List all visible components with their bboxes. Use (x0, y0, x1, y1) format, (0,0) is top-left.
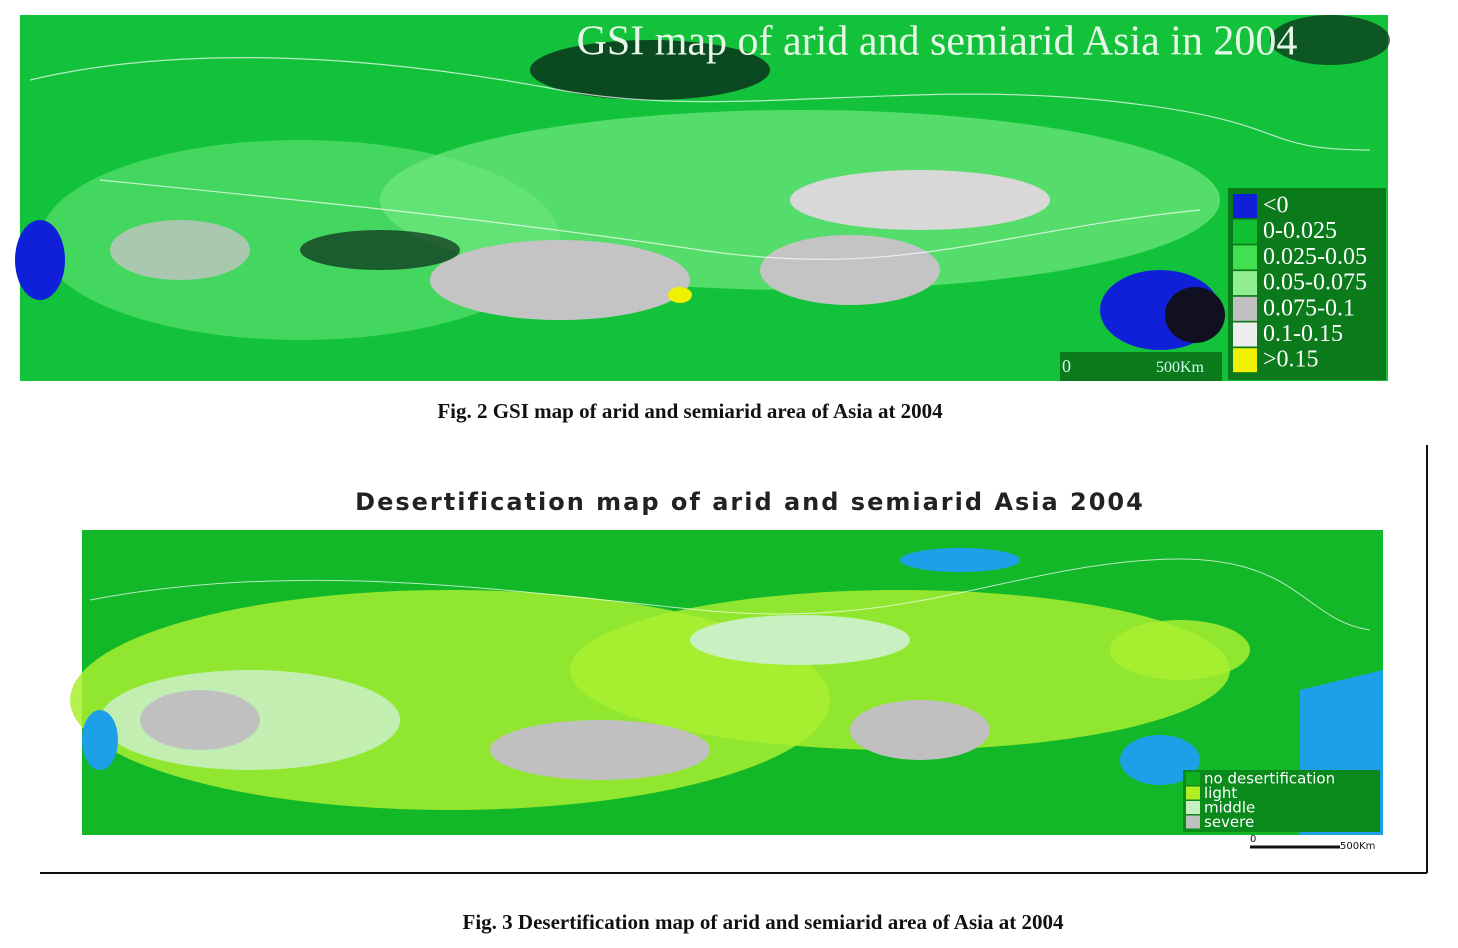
legend-label: severe (1204, 813, 1254, 831)
legend-swatch (1186, 815, 1200, 829)
map-region (850, 700, 990, 760)
legend: <00-0.0250.025-0.050.05-0.0750.075-0.10.… (1233, 193, 1367, 373)
scale-label: 500Km (1156, 359, 1205, 376)
legend-label: middle (1204, 799, 1255, 817)
scale-label: 500Km (1340, 841, 1375, 852)
scale-box (1060, 352, 1222, 381)
legend-swatch (1233, 194, 1257, 218)
gsi-map: GSI map of arid and semiarid Asia in 200… (15, 15, 1390, 381)
map-mountain (300, 230, 460, 270)
map-water (15, 220, 65, 300)
map-region (690, 615, 910, 665)
map-region (430, 240, 690, 320)
legend-swatch (1233, 322, 1257, 347)
map-mountain (1270, 15, 1390, 65)
map-region (1110, 620, 1250, 680)
legend-swatch (1186, 786, 1200, 800)
map-water (1165, 287, 1225, 343)
border-line (89, 558, 1371, 631)
map-region (668, 287, 692, 303)
scale-label: 0 (1062, 356, 1071, 376)
border-line (29, 57, 1371, 151)
legend-swatch (1233, 245, 1257, 270)
legend-label: <0 (1263, 193, 1289, 219)
legend-swatch (1186, 801, 1200, 814)
map-mountain (530, 40, 770, 100)
map-water (82, 710, 118, 770)
map-region (790, 170, 1050, 230)
legend-label: 0.1-0.15 (1263, 321, 1343, 347)
legend-swatch (1233, 271, 1257, 296)
legend-label: light (1204, 784, 1237, 802)
map-water (1120, 735, 1200, 785)
map-region (760, 235, 940, 305)
map-title: GSI map of arid and semiarid Asia in 200… (577, 19, 1298, 65)
legend-swatch (1233, 219, 1257, 244)
legend-label: 0-0.025 (1263, 218, 1337, 244)
legend-label: 0.025-0.05 (1263, 244, 1367, 270)
border-line (99, 179, 1201, 260)
map-region (490, 720, 710, 780)
figure-caption: Fig. 2 GSI map of arid and semiarid area… (437, 399, 943, 423)
map-region (110, 220, 250, 280)
legend-swatch (1233, 348, 1257, 373)
legend-box (1183, 770, 1380, 832)
map-title: Desertification map of arid and semiarid… (355, 488, 1145, 516)
legend-label: >0.15 (1263, 347, 1319, 373)
map-water (900, 548, 1020, 572)
legend-label: 0.05-0.075 (1263, 270, 1367, 296)
map-region (140, 690, 260, 750)
legend-label: no desertification (1204, 770, 1335, 788)
legend-label: 0.075-0.1 (1263, 295, 1355, 321)
legend-swatch (1233, 296, 1257, 321)
scale-label: 0 (1250, 834, 1256, 845)
legend-swatch (1186, 772, 1200, 785)
figure-caption: Fig. 3 Desertification map of arid and s… (463, 910, 1064, 934)
